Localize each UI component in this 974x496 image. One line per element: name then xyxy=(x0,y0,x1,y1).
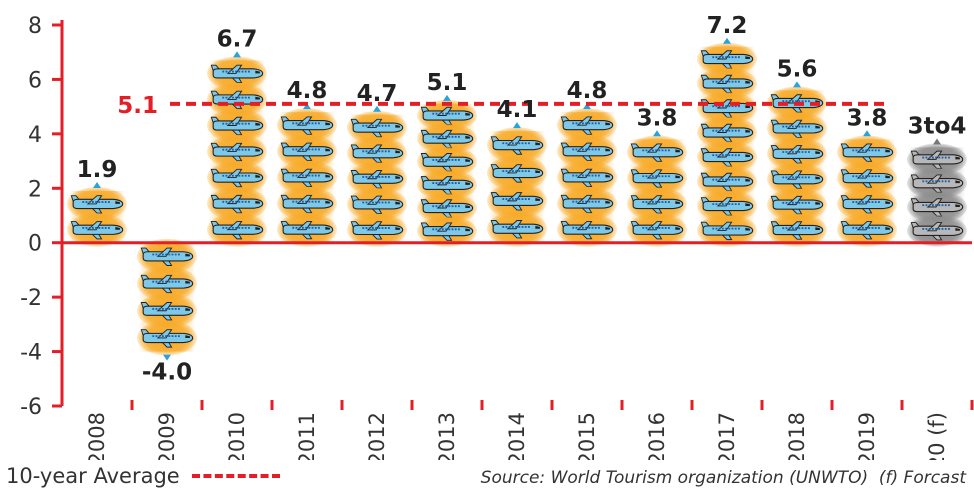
bar-2015 xyxy=(557,103,617,247)
x-tick-labels: 2008 2009 2010 2011 2012 2013 2014 2015 2016 2017… xyxy=(85,400,974,460)
x-tick-label: 2017 xyxy=(715,412,739,460)
legend-dashed-line xyxy=(191,474,280,478)
y-tick-label: -2 xyxy=(20,286,42,311)
bar-end-marker xyxy=(933,138,941,145)
axes xyxy=(60,20,972,406)
bar-end-marker xyxy=(653,130,661,137)
x-tick-label: 2013 xyxy=(435,412,459,460)
bar-2019 xyxy=(837,130,897,247)
x-tick-label: 2019 xyxy=(855,412,879,460)
average-label: 5.1 xyxy=(117,93,158,119)
data-label-2020 (f): 3to4 xyxy=(908,113,967,139)
y-tick-label: 8 xyxy=(28,14,42,39)
bar-end-marker xyxy=(443,94,451,101)
x-tick-label: 2009 xyxy=(155,412,179,460)
data-label-2016: 3.8 xyxy=(637,105,678,131)
bar-2014 xyxy=(487,122,547,247)
x-tick-label: 2014 xyxy=(505,412,529,460)
y-tick-label: 2 xyxy=(28,177,42,202)
x-tick-label: 2010 xyxy=(225,412,249,460)
data-label-2010: 6.7 xyxy=(217,26,258,52)
bar-end-marker xyxy=(723,37,731,44)
x-tick-label: 2015 xyxy=(575,412,599,460)
bar-2018 xyxy=(767,81,827,247)
bar-2013 xyxy=(417,94,477,247)
bar-end-marker xyxy=(373,105,381,112)
data-label-2014: 4.1 xyxy=(497,97,538,123)
bar-end-marker xyxy=(93,182,101,189)
bar-2016 xyxy=(627,130,687,247)
data-label-2009: -4.0 xyxy=(142,360,192,386)
x-tick-label: 2018 xyxy=(785,412,809,460)
x-tick-label: 2012 xyxy=(365,412,389,460)
bar-end-marker xyxy=(303,103,311,110)
bar-2010 xyxy=(207,51,267,247)
data-label-2017: 7.2 xyxy=(707,13,748,39)
legend: 10-year Average xyxy=(6,464,280,488)
x-tick-label: 2008 xyxy=(85,412,109,460)
y-tick-label: 4 xyxy=(28,123,42,148)
x-tick-label: 2020 (f) xyxy=(925,412,949,460)
bar-2011 xyxy=(277,103,337,247)
bar-2008 xyxy=(67,182,127,247)
bar-end-marker xyxy=(233,51,241,58)
y-tick-label: 6 xyxy=(28,68,42,93)
bars xyxy=(67,37,967,361)
y-tick-label: 0 xyxy=(28,232,42,257)
x-tick-label: 2011 xyxy=(295,412,319,460)
legend-label: 10-year Average xyxy=(6,464,180,488)
y-grid-ticks: -6 -4 -2 0 2 4 6 8 xyxy=(20,14,62,420)
data-label-2018: 5.6 xyxy=(777,56,818,82)
bar-2020 (f) xyxy=(907,138,967,247)
average-line-group: 5.1 xyxy=(117,93,888,119)
data-label-2011: 4.8 xyxy=(287,78,328,104)
bar-end-marker xyxy=(513,122,521,129)
bar-2017 xyxy=(697,37,757,247)
data-label-2012: 4.7 xyxy=(357,81,398,107)
bar-end-marker xyxy=(163,354,171,361)
x-tick-label: 2016 xyxy=(645,412,669,460)
data-label-2013: 5.1 xyxy=(427,70,468,96)
bar-end-marker xyxy=(793,81,801,88)
y-tick-label: -4 xyxy=(20,341,42,366)
data-label-2019: 3.8 xyxy=(847,105,888,131)
bar-2009 xyxy=(137,238,197,361)
bar-2012 xyxy=(347,105,407,247)
chart-svg: -6 -4 -2 0 2 4 6 8 5.1 1.9 -4.0 6.7 4.8 4.7 5.1 4.1 4.… xyxy=(20,13,974,460)
data-label-2015: 4.8 xyxy=(567,78,608,104)
y-tick-label: -6 xyxy=(20,395,42,420)
source-note: Source: World Tourism organization (UNWT… xyxy=(480,468,966,488)
data-labels: 1.9 -4.0 6.7 4.8 4.7 5.1 4.1 4.8 3.8 7.2 5.6 3.8 3to… xyxy=(77,13,967,386)
bar-end-marker xyxy=(583,103,591,110)
bar-end-marker xyxy=(863,130,871,137)
data-label-2008: 1.9 xyxy=(77,157,118,183)
